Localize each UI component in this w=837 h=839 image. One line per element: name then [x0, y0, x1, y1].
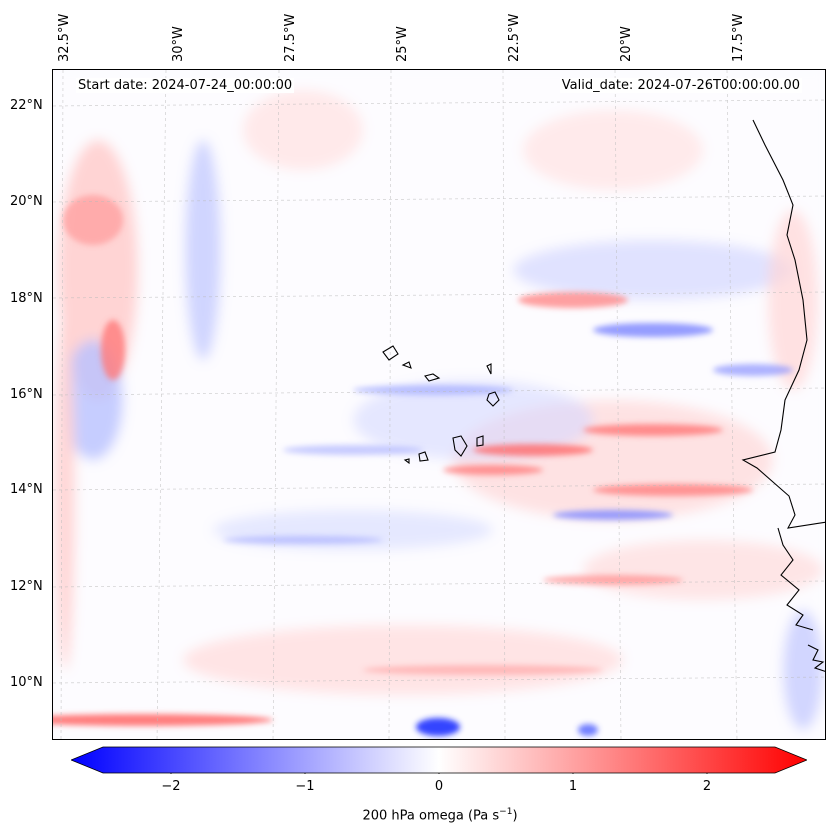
omega-shading-streaks — [53, 195, 793, 736]
lon-label-17-5w: 17.5°W — [731, 13, 746, 62]
coastlines — [382, 119, 825, 672]
omega-field-map — [53, 70, 825, 739]
start-date-label: Start date: 2024-07-24_00:00:00 — [76, 78, 295, 93]
colorbar-tick-label: 2 — [702, 779, 712, 794]
lat-label-20n: 20°N — [10, 194, 43, 209]
lon-label-22-5w: 22.5°W — [507, 13, 522, 62]
colorbar — [71, 746, 807, 774]
lon-label-27-5w: 27.5°W — [283, 13, 298, 62]
colorbar-title-prefix: 200 hPa omega (Pa s — [362, 808, 500, 824]
lat-label-16n: 16°N — [10, 387, 43, 402]
valid-date-label: Valid_date: 2024-07-26T00:00:00.00 — [559, 78, 802, 93]
colorbar-tick-label: 0 — [434, 779, 444, 794]
lat-label-10n: 10°N — [10, 675, 43, 690]
colorbar-title: 200 hPa omega (Pa s−1) — [0, 807, 837, 823]
colorbar-tick-label: 1 — [568, 779, 578, 794]
lon-label-30w: 30°W — [171, 26, 186, 62]
omega-shading-diffuse — [53, 70, 825, 739]
colorbar-ticks — [170, 773, 708, 774]
graticule — [53, 70, 825, 739]
lat-label-22n: 22°N — [10, 98, 43, 113]
map-panel — [52, 69, 826, 740]
lat-label-12n: 12°N — [10, 579, 43, 594]
colorbar-gradient — [71, 746, 807, 774]
lat-label-14n: 14°N — [10, 482, 43, 497]
lat-label-18n: 18°N — [10, 291, 43, 306]
colorbar-title-suffix: ) — [512, 808, 518, 824]
lon-label-32-5w: 32.5°W — [57, 13, 72, 62]
colorbar-tick-label: −2 — [161, 779, 181, 794]
colorbar-tick-label: −1 — [295, 779, 315, 794]
lon-label-25w: 25°W — [395, 26, 410, 62]
lon-label-20w: 20°W — [619, 26, 634, 62]
colorbar-title-exponent: −1 — [499, 807, 513, 817]
